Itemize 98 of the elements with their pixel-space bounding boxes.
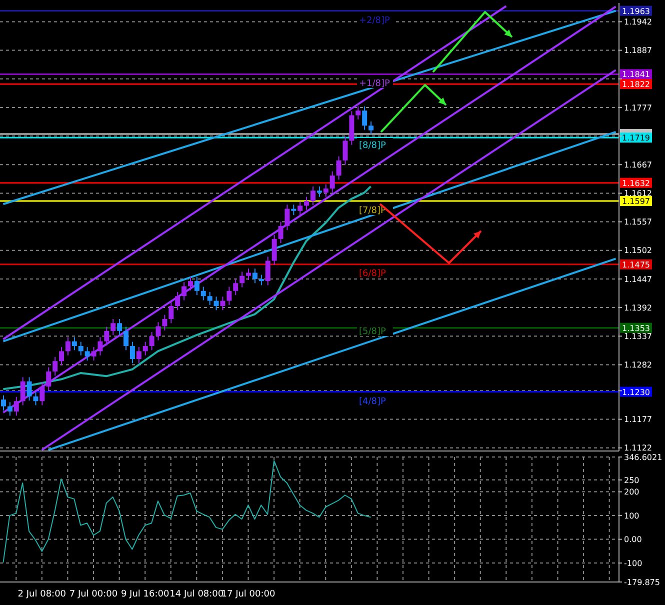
candlestick <box>323 184 328 198</box>
y-tick-label: 1.1282 <box>624 360 652 370</box>
candlestick <box>226 286 232 306</box>
candlestick <box>124 326 129 351</box>
y-tick-label: 1.1612 <box>624 189 652 198</box>
annotation: +1/8]P <box>359 79 391 89</box>
candlestick <box>162 314 168 331</box>
candlestick <box>220 296 226 311</box>
candlestick <box>117 318 122 336</box>
candlestick <box>265 256 270 286</box>
y-tick-label: -100 <box>624 558 642 568</box>
candlestick <box>1 394 6 411</box>
candlestick <box>175 291 180 311</box>
candlestick <box>59 346 64 366</box>
ref-line-label: 1.1597 <box>622 197 650 206</box>
x-tick-label: 7 Jul 00:00 <box>69 589 118 600</box>
candlestick <box>65 336 70 356</box>
candlestick <box>136 346 142 364</box>
candlestick <box>200 286 206 301</box>
candlestick <box>20 376 26 406</box>
ref-line-label: 1.1841 <box>622 70 650 80</box>
candlestick <box>40 382 45 406</box>
annotation: [6/8]P <box>359 269 387 279</box>
candlestick <box>284 204 290 231</box>
candlestick <box>194 276 200 296</box>
x-tick-label: 9 Jul 16:00 <box>120 589 170 600</box>
y-tick-label: 1.1337 <box>624 332 652 341</box>
candlestick <box>258 274 264 286</box>
candlestick <box>214 296 219 311</box>
annotation: +2/8]P <box>359 16 391 26</box>
candlestick <box>316 186 322 198</box>
candlestick <box>362 106 368 130</box>
y-tick-label: 346.6021 <box>624 452 662 462</box>
y-tick-label: 1.1667 <box>624 160 652 170</box>
candlestick <box>207 291 212 306</box>
candlestick <box>188 276 193 291</box>
candlestick <box>149 331 154 351</box>
candlestick <box>14 396 19 416</box>
candlestick <box>342 136 348 166</box>
y-tick-label: 1.1777 <box>624 103 652 112</box>
y-tick-label: 1.1557 <box>624 218 652 227</box>
ref-line-label: 1.1963 <box>622 6 650 16</box>
candlestick <box>91 346 96 362</box>
candlestick <box>304 196 310 210</box>
candlestick <box>278 221 284 244</box>
candlestick <box>46 366 52 392</box>
candlestick <box>142 341 148 356</box>
y-tick-label: 0.00 <box>624 535 642 544</box>
candlestick <box>7 402 12 416</box>
candlestick <box>356 106 361 120</box>
candlestick <box>110 318 116 336</box>
line-series <box>2 460 372 564</box>
ref-line-label: 1.1822 <box>622 80 650 90</box>
candlestick <box>33 392 38 406</box>
candlestick <box>272 234 277 266</box>
candlestick <box>233 278 238 296</box>
annotation: [4/8]P <box>359 397 387 407</box>
ref-line-label: 1.1353 <box>622 324 650 333</box>
y-tick-label: -179.875 <box>624 578 660 587</box>
annotation: [5/8]P <box>359 327 387 337</box>
candlestick <box>298 201 303 216</box>
ref-line-label: 1.1632 <box>622 178 650 188</box>
candlestick <box>291 204 296 216</box>
candlestick <box>84 346 90 362</box>
candlestick <box>368 120 374 135</box>
y-tick-label: 200 <box>624 488 640 497</box>
candlestick <box>336 156 342 180</box>
annotation: [8/8]P <box>359 141 387 151</box>
y-tick-label: 1.1942 <box>624 18 652 27</box>
candlestick <box>104 326 110 346</box>
candlestick <box>182 282 187 301</box>
y-tick-label: 1.1887 <box>624 46 652 56</box>
candlestick <box>78 341 84 356</box>
candlestick <box>72 336 77 351</box>
candlestick <box>26 376 32 402</box>
y-tick-label: 1.1392 <box>624 303 652 312</box>
candlestick <box>156 322 161 341</box>
ref-line-label: 1.1230 <box>622 388 650 397</box>
y-tick-label: 1.1447 <box>624 274 652 284</box>
candlestick <box>246 268 252 281</box>
candlestick <box>330 170 335 194</box>
x-tick-label: 14 Jul 08:00 <box>170 589 224 600</box>
candlestick <box>130 341 135 364</box>
y-tick-label: 1.1502 <box>624 246 652 256</box>
candlestick <box>52 356 58 376</box>
y-tick-label: 100 <box>624 511 640 520</box>
x-tick-label: 17 Jul 00:00 <box>221 589 276 600</box>
candlestick <box>252 268 258 284</box>
y-tick-label: 1.1122 <box>624 444 652 453</box>
y-tick-label: 250 <box>624 476 640 485</box>
candlestick <box>168 301 174 324</box>
candlestick <box>310 186 316 206</box>
x-tick-label: 2 Jul 08:00 <box>18 589 66 600</box>
ref-line-label: 1.1719 <box>622 134 650 143</box>
ref-line-label: 1.1475 <box>622 260 650 270</box>
candlestick <box>98 336 103 356</box>
candlestick <box>240 271 245 288</box>
y-tick-label: 1.1177 <box>624 415 652 424</box>
